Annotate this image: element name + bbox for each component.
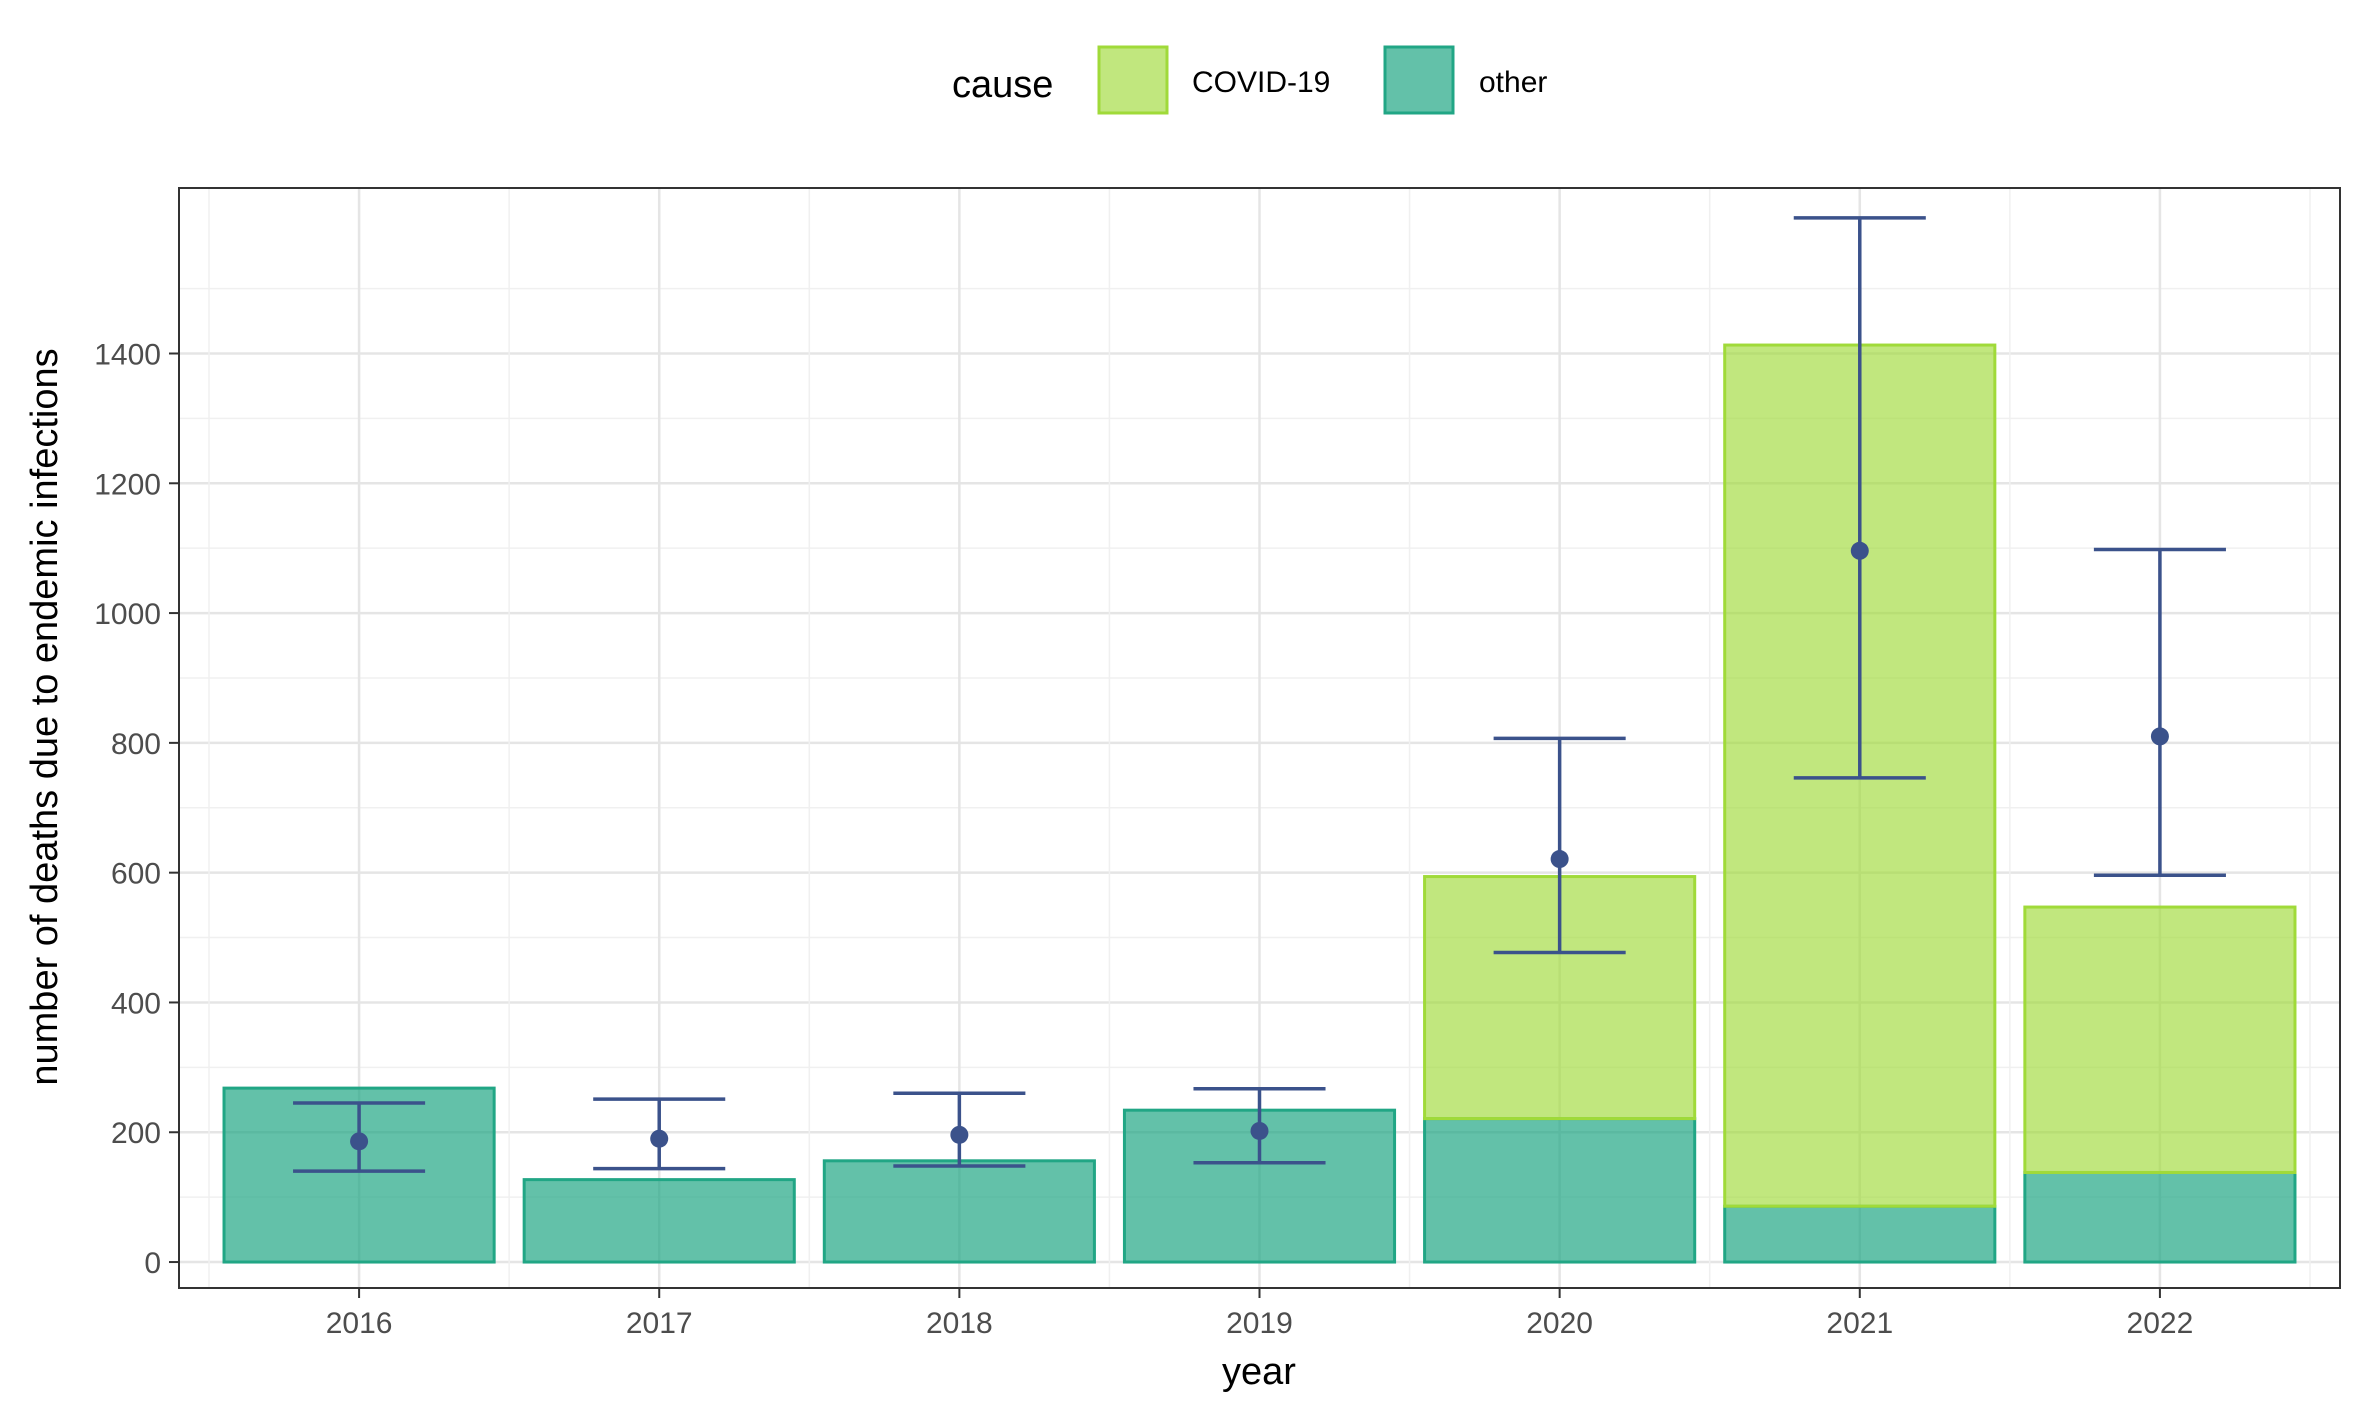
y-tick-label: 1200 — [94, 468, 161, 501]
estimate-point-2019 — [1250, 1121, 1269, 1140]
y-tick-label: 600 — [111, 858, 161, 891]
legend-swatch-covid19 — [1097, 45, 1169, 115]
estimate-point-2020 — [1550, 850, 1569, 869]
estimate-point-2017 — [650, 1129, 669, 1148]
legend-swatch-other — [1383, 45, 1455, 115]
estimate-point-2016 — [350, 1132, 369, 1151]
bar-other-2020 — [1423, 1117, 1697, 1264]
legend-label-covid19: COVID-19 — [1192, 66, 1330, 99]
x-tick-label: 2021 — [1826, 1307, 1893, 1340]
y-tick-label: 1000 — [94, 598, 161, 631]
x-tick-label: 2020 — [1526, 1307, 1593, 1340]
y-tick-label: 0 — [144, 1247, 161, 1280]
y-tick-label: 200 — [111, 1117, 161, 1150]
bar-covid19-2022 — [2023, 905, 2297, 1174]
y-tick-label: 800 — [111, 728, 161, 761]
bar-other-2017 — [522, 1178, 796, 1264]
x-tick-label: 2019 — [1226, 1307, 1293, 1340]
y-axis-title: number of deaths due to endemic infectio… — [24, 348, 66, 1085]
x-axis-title: year — [1222, 1351, 1296, 1393]
x-tick-label: 2017 — [626, 1307, 693, 1340]
error-bars — [293, 216, 2226, 1173]
x-tick-label: 2022 — [2127, 1307, 2194, 1340]
estimate-point-2018 — [950, 1125, 969, 1144]
y-tick-label: 1400 — [94, 338, 161, 371]
bar-other-2018 — [822, 1159, 1096, 1264]
legend: cause COVID-19 other — [952, 45, 1547, 115]
x-tick-label: 2016 — [326, 1307, 393, 1340]
x-tick-label: 2018 — [926, 1307, 993, 1340]
bar-other-2021 — [1723, 1204, 1997, 1264]
estimate-point-2022 — [2150, 727, 2169, 746]
legend-title: cause — [952, 64, 1053, 106]
bar-other-2022 — [2023, 1170, 2297, 1264]
legend-label-other: other — [1479, 66, 1547, 99]
estimate-point-2021 — [1850, 541, 1869, 560]
axes: 0 200 400 600 800 1000 1200 1400 2016 2017 2018 201… — [94, 187, 2341, 1340]
y-tick-label: 400 — [111, 987, 161, 1020]
